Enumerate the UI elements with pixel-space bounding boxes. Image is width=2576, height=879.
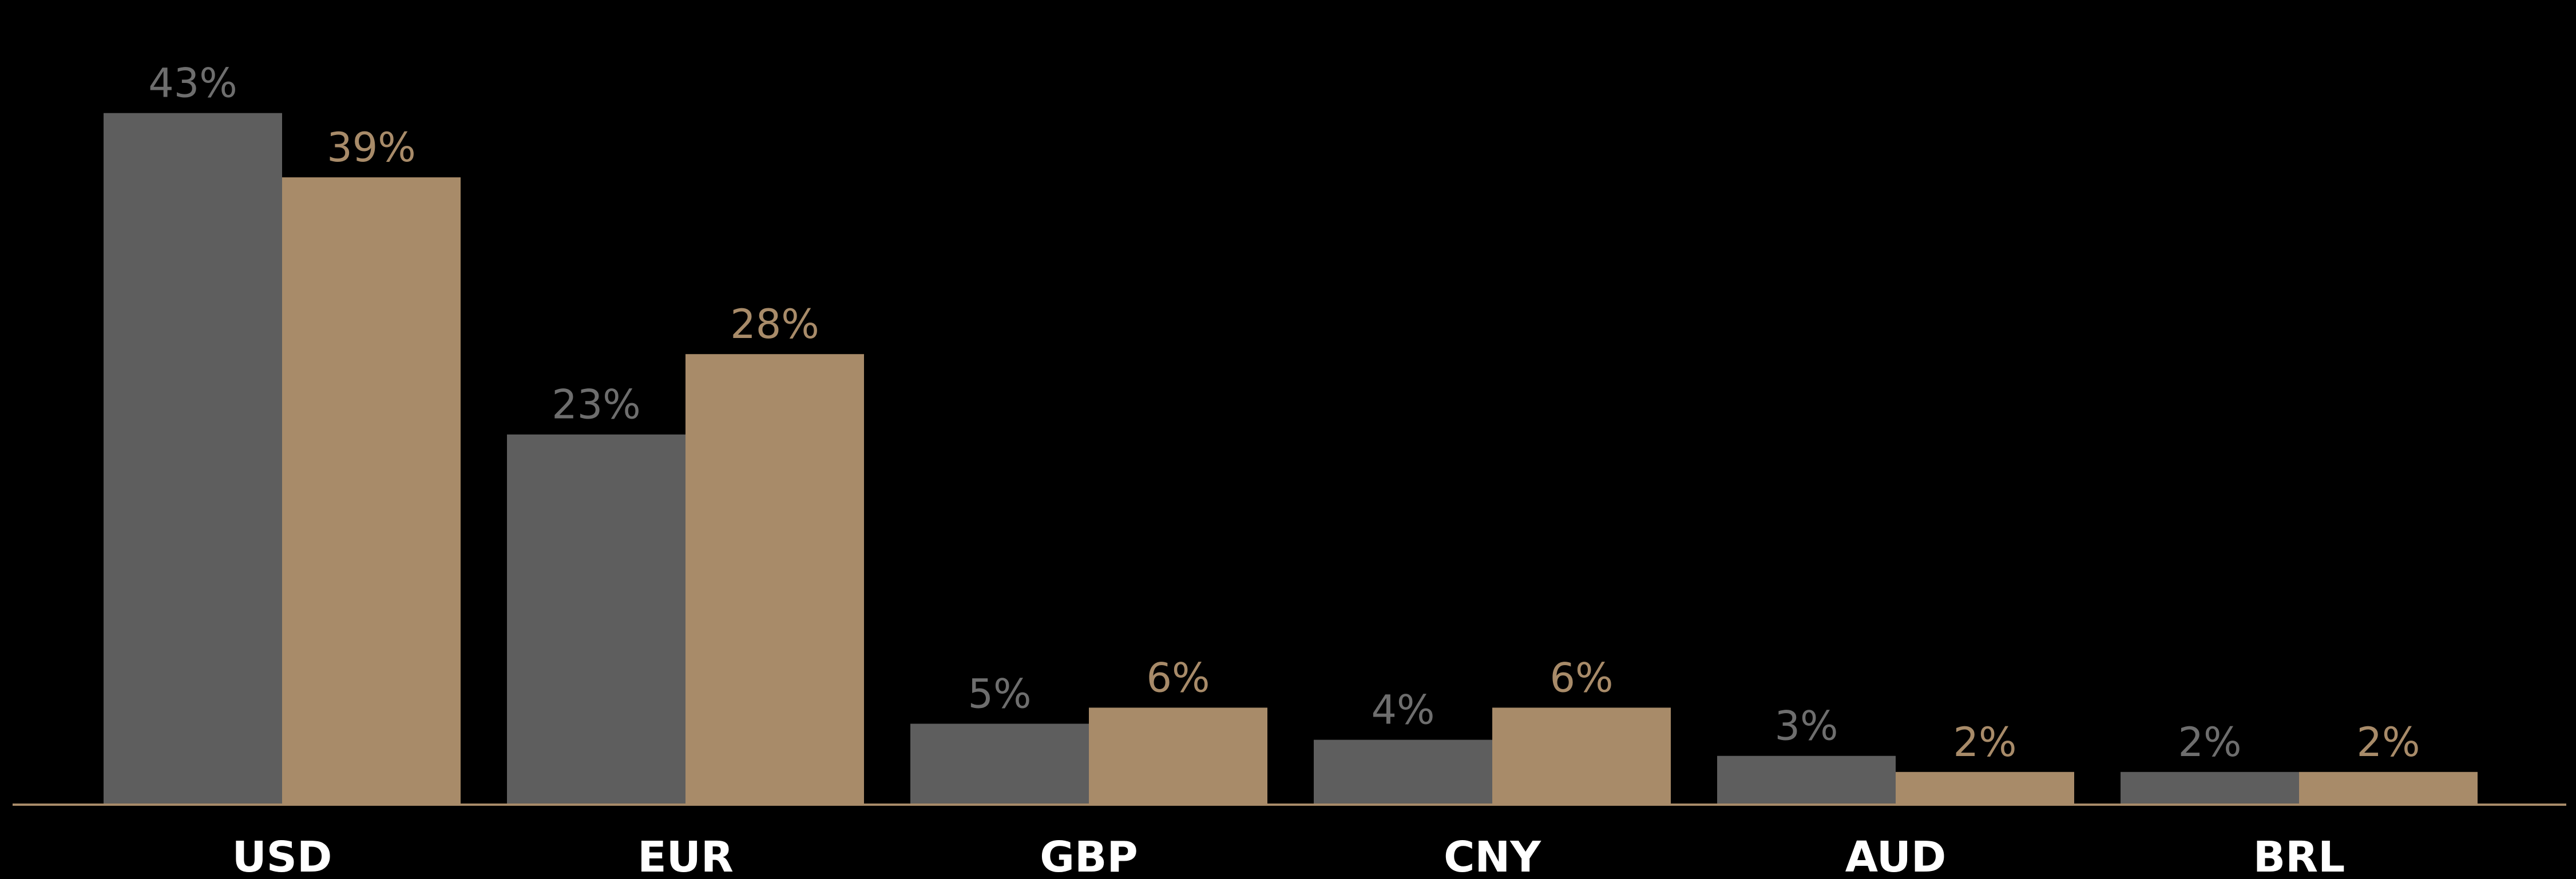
value-label-usd-series-2: 39%: [327, 124, 416, 171]
x-tick-labels-layer: USD EUR GBP CNY AUD BRL: [232, 833, 2345, 879]
value-label-cny-series-1: 4%: [1371, 687, 1434, 734]
value-label-cny-series-2: 6%: [1549, 654, 1613, 701]
value-label-eur-series-1: 23%: [552, 381, 641, 428]
x-tick-label-eur: EUR: [637, 833, 734, 879]
value-label-gbp-series-1: 5%: [968, 671, 1031, 718]
value-label-gbp-series-2: 6%: [1146, 654, 1210, 701]
value-label-brl-series-2: 2%: [2356, 719, 2420, 766]
value-label-eur-series-2: 28%: [730, 301, 819, 348]
value-label-usd-series-1: 43%: [148, 60, 237, 107]
value-labels-layer: 43% 39% 23% 28% 5% 6% 4% 6% 3% 2% 2% 2%: [148, 60, 2420, 766]
x-tick-label-brl: BRL: [2253, 833, 2345, 879]
bar-eur-series-2: [685, 354, 864, 804]
bars-layer: [104, 113, 2478, 805]
bar-cny-series-2: [1492, 707, 1671, 804]
bar-brl-series-1: [2121, 771, 2299, 804]
bar-usd-series-1: [104, 113, 282, 805]
bar-aud-series-2: [1896, 771, 2074, 804]
x-tick-label-gbp: GBP: [1040, 833, 1138, 879]
bar-eur-series-1: [507, 434, 685, 804]
x-tick-label-cny: CNY: [1444, 833, 1541, 879]
bar-cny-series-1: [1314, 739, 1492, 804]
value-label-brl-series-1: 2%: [2178, 719, 2241, 766]
bar-aud-series-1: [1717, 755, 1896, 804]
x-tick-label-aud: AUD: [1845, 833, 1947, 879]
bar-gbp-series-1: [910, 723, 1089, 804]
bar-brl-series-2: [2299, 771, 2478, 804]
value-label-aud-series-2: 2%: [1953, 719, 2016, 766]
x-tick-label-usd: USD: [232, 833, 332, 879]
value-label-aud-series-1: 3%: [1774, 703, 1838, 750]
bar-usd-series-2: [282, 177, 461, 805]
bar-gbp-series-2: [1089, 707, 1267, 804]
